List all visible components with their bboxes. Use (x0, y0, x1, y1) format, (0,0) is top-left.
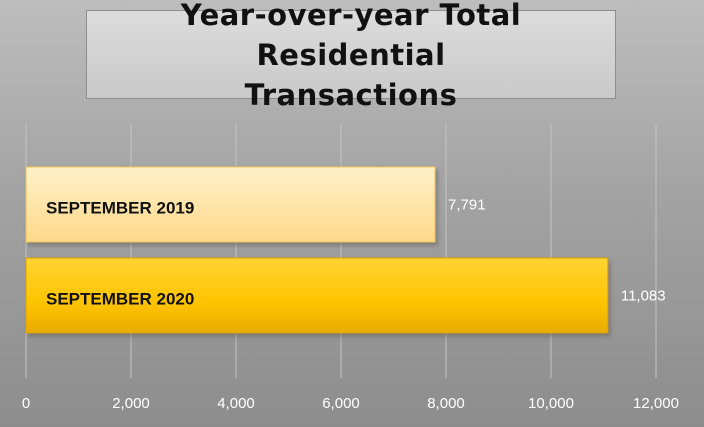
data-label: 11,083 (621, 288, 666, 305)
bars-group (25, 166, 609, 334)
labels-group: SEPTEMBER 2019 7,791 SEPTEMBER 2020 11,083 (46, 197, 666, 309)
x-tick-label: 8,000 (427, 395, 465, 412)
data-label: 7,791 (448, 197, 486, 214)
bar (25, 166, 436, 243)
x-tick-label: 2,000 (112, 395, 150, 412)
chart-title-box: Year-over-year Total Residential Transact… (86, 0, 616, 112)
gridlines (25, 124, 657, 378)
x-tick-label: 6,000 (322, 395, 360, 412)
x-tick-label: 12,000 (633, 395, 679, 412)
chart-title-line-2: Transactions (244, 77, 458, 112)
x-tick-label: 0 (22, 395, 30, 412)
category-label: SEPTEMBER 2019 (46, 199, 194, 218)
bar (25, 257, 609, 334)
chart-title: Year-over-year Total Residential Transact… (87, 0, 615, 115)
x-tick-label: 10,000 (528, 395, 574, 412)
x-axis-ticks: 0 2,000 4,000 6,000 8,000 10,000 12,000 (22, 395, 679, 412)
chart-title-line-1: Year-over-year Total Residential (180, 0, 522, 72)
x-tick-label: 4,000 (217, 395, 255, 412)
category-label: SEPTEMBER 2020 (46, 290, 194, 309)
